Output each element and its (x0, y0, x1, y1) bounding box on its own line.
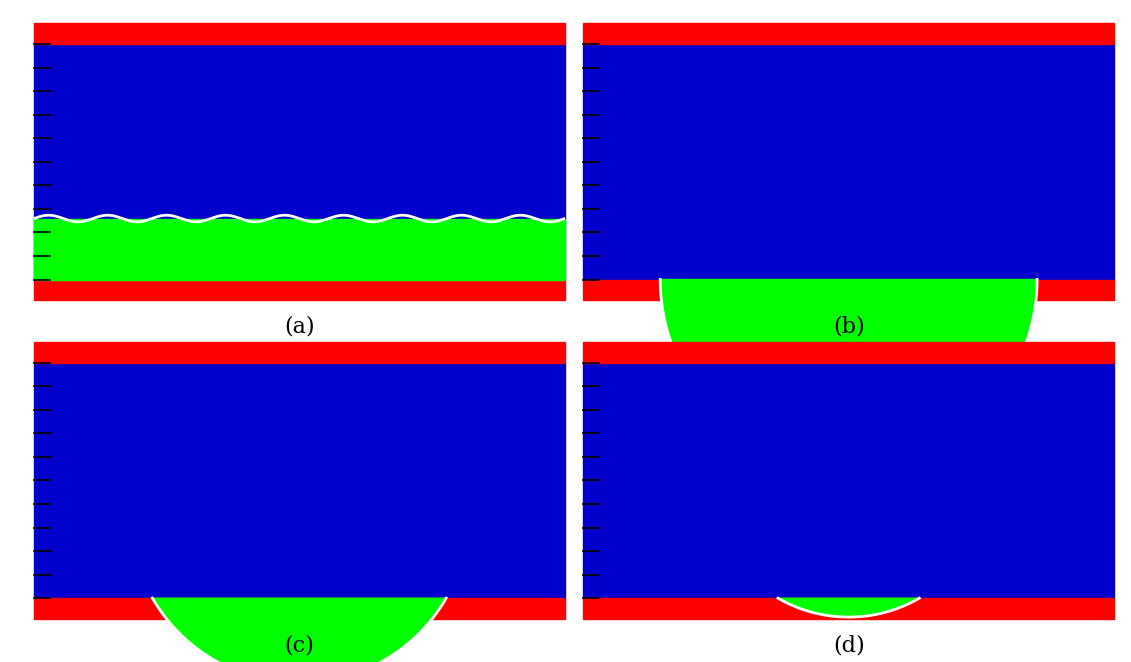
Bar (34, 44, 564, 279)
Polygon shape (661, 279, 1037, 468)
Polygon shape (153, 598, 447, 662)
Text: (b): (b) (832, 316, 864, 338)
Text: (d): (d) (832, 634, 864, 656)
Bar (584, 598, 1114, 619)
Bar (34, 363, 564, 598)
Text: (c): (c) (284, 634, 314, 656)
Bar (34, 598, 564, 619)
Bar (34, 279, 564, 301)
Bar (584, 279, 1114, 301)
Polygon shape (778, 598, 920, 617)
Bar (584, 44, 1114, 279)
Text: (a): (a) (284, 316, 314, 338)
Bar (34, 23, 564, 44)
Bar (584, 342, 1114, 363)
Bar (34, 342, 564, 363)
Bar (584, 363, 1114, 598)
Bar (584, 23, 1114, 44)
Bar (34, 218, 564, 279)
